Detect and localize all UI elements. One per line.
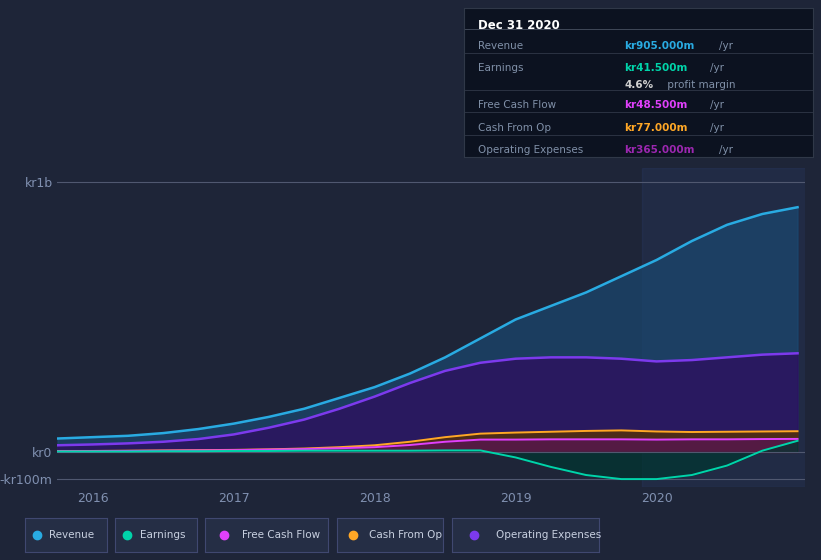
Text: Dec 31 2020: Dec 31 2020 <box>478 19 560 32</box>
Text: Revenue: Revenue <box>49 530 94 540</box>
Text: Cash From Op: Cash From Op <box>369 530 442 540</box>
Text: kr77.000m: kr77.000m <box>624 123 688 133</box>
Text: Earnings: Earnings <box>140 530 185 540</box>
Text: kr365.000m: kr365.000m <box>624 145 695 155</box>
Text: Free Cash Flow: Free Cash Flow <box>242 530 320 540</box>
Text: /yr: /yr <box>709 63 723 73</box>
Text: Cash From Op: Cash From Op <box>478 123 551 133</box>
Text: kr905.000m: kr905.000m <box>624 41 695 51</box>
Text: profit margin: profit margin <box>664 80 736 90</box>
Bar <box>643 168 812 487</box>
Text: Earnings: Earnings <box>478 63 523 73</box>
Text: Operating Expenses: Operating Expenses <box>478 145 583 155</box>
Text: 4.6%: 4.6% <box>624 80 654 90</box>
Text: /yr: /yr <box>718 41 732 51</box>
Text: Revenue: Revenue <box>478 41 523 51</box>
Text: kr41.500m: kr41.500m <box>624 63 688 73</box>
Text: /yr: /yr <box>718 145 732 155</box>
Text: /yr: /yr <box>709 123 723 133</box>
Text: kr48.500m: kr48.500m <box>624 100 688 110</box>
Text: Operating Expenses: Operating Expenses <box>496 530 601 540</box>
Text: Free Cash Flow: Free Cash Flow <box>478 100 556 110</box>
Text: /yr: /yr <box>709 100 723 110</box>
